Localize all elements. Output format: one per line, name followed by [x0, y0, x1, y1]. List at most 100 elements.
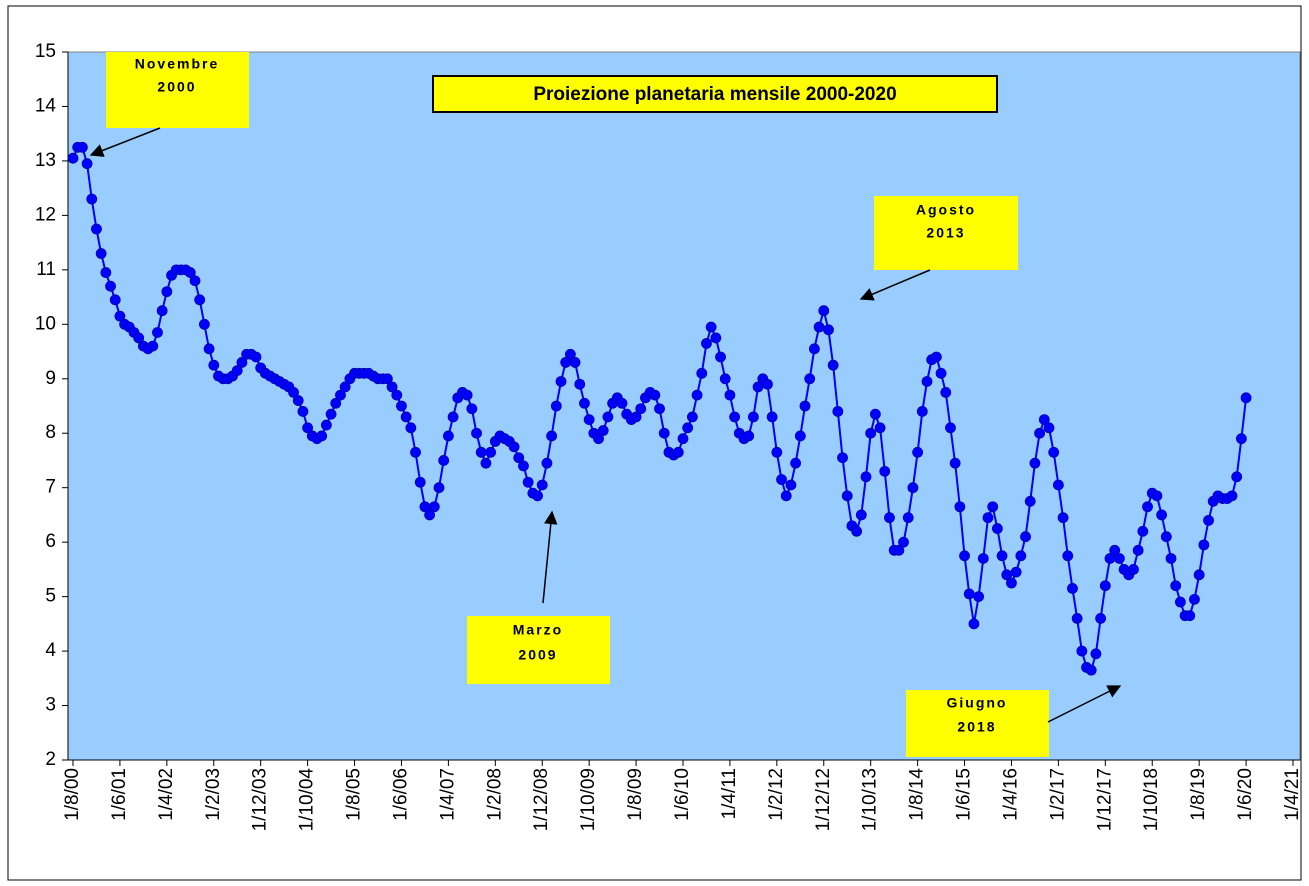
- data-point: [907, 482, 919, 494]
- data-point: [400, 411, 412, 423]
- data-point: [935, 367, 947, 379]
- data-point: [198, 318, 210, 330]
- data-point: [945, 422, 956, 434]
- data-point: [461, 389, 473, 401]
- x-tick-label: 1/12/12: [813, 768, 834, 831]
- data-point: [532, 490, 543, 502]
- data-point: [574, 378, 586, 390]
- data-point: [991, 523, 1003, 534]
- annotation-box: [467, 616, 610, 684]
- data-point: [302, 422, 314, 434]
- data-point: [1226, 490, 1238, 502]
- data-point: [147, 340, 159, 352]
- data-point: [808, 343, 820, 355]
- x-tick-label: 1/6/10: [672, 768, 693, 821]
- data-point: [320, 419, 332, 431]
- data-point: [1067, 583, 1078, 594]
- annotation-text: 2000: [157, 79, 196, 95]
- data-point: [921, 376, 933, 387]
- x-tick-label: 1/10/18: [1141, 768, 1162, 831]
- data-point: [518, 460, 529, 472]
- data-point: [869, 408, 881, 420]
- data-point: [564, 348, 576, 360]
- data-point: [827, 359, 839, 371]
- data-point: [405, 422, 417, 434]
- x-tick-label: 1/2/17: [1047, 768, 1068, 821]
- data-point: [762, 378, 773, 390]
- data-point: [1024, 495, 1036, 507]
- data-point: [109, 294, 121, 306]
- data-point: [649, 389, 661, 401]
- data-point: [996, 550, 1008, 562]
- data-point: [884, 512, 895, 524]
- data-point: [194, 294, 206, 306]
- data-point: [799, 400, 811, 412]
- data-point: [386, 381, 398, 393]
- data-point: [76, 141, 88, 153]
- y-tick-label: 2: [45, 749, 56, 770]
- data-point: [1142, 501, 1153, 513]
- data-point: [114, 310, 126, 322]
- data-point: [1062, 550, 1074, 562]
- data-point: [902, 512, 914, 524]
- x-tick-label: 1/10/09: [578, 768, 599, 831]
- data-point: [1184, 610, 1196, 622]
- data-point: [1006, 577, 1017, 589]
- data-point: [1240, 392, 1252, 404]
- data-point: [541, 457, 553, 469]
- data-point: [100, 267, 112, 278]
- data-point: [1198, 539, 1210, 551]
- annotation-arrow: [859, 269, 931, 301]
- y-tick-label: 13: [35, 150, 56, 171]
- annotation-text: 2018: [957, 719, 996, 735]
- y-tick-label: 4: [45, 640, 56, 661]
- data-point: [691, 389, 703, 401]
- data-point: [630, 411, 642, 423]
- data-point: [1034, 427, 1046, 439]
- data-point: [480, 457, 492, 469]
- annotation-text: Agosto: [916, 202, 976, 218]
- x-tick-label: 1/4/07: [437, 768, 458, 821]
- plot-area: [67, 51, 1301, 761]
- x-tick-label: 1/2/12: [766, 768, 787, 821]
- data-point: [982, 512, 994, 524]
- data-point: [804, 373, 816, 385]
- data-point: [719, 373, 731, 385]
- data-point: [1170, 580, 1182, 592]
- chart-title: Proiezione planetaria mensile 2000-2020: [533, 84, 896, 105]
- data-point: [1085, 664, 1097, 676]
- annotation-arrow: [542, 510, 558, 604]
- data-point: [1156, 509, 1168, 521]
- annotation-text: 2013: [926, 225, 965, 241]
- data-point: [1165, 553, 1177, 564]
- data-point: [292, 395, 304, 406]
- x-tick-label: 1/2/03: [203, 768, 224, 821]
- x-tick-label: 1/8/19: [1188, 768, 1209, 821]
- data-point: [433, 482, 445, 494]
- y-tick-label: 10: [35, 313, 56, 334]
- data-point: [513, 452, 525, 464]
- data-point: [508, 441, 520, 453]
- data-point: [1099, 580, 1111, 592]
- data-point: [701, 337, 712, 349]
- data-point: [893, 544, 905, 556]
- data-point: [602, 411, 614, 423]
- annotation-arrow: [1047, 685, 1122, 723]
- data-point: [316, 430, 328, 442]
- data-point: [771, 446, 783, 458]
- data-point: [555, 376, 567, 387]
- data-point: [724, 389, 736, 401]
- x-tick-label: 1/6/20: [1235, 768, 1256, 821]
- data-point: [189, 275, 201, 287]
- data-point: [593, 433, 604, 445]
- data-point: [424, 509, 436, 521]
- data-point: [715, 351, 726, 363]
- data-point: [396, 400, 407, 412]
- x-tick-label: 1/4/16: [1000, 768, 1021, 821]
- data-point: [1151, 490, 1163, 502]
- data-point: [930, 351, 942, 363]
- data-point: [288, 386, 299, 398]
- x-tick-label: 1/12/08: [531, 768, 552, 831]
- data-point: [813, 321, 825, 333]
